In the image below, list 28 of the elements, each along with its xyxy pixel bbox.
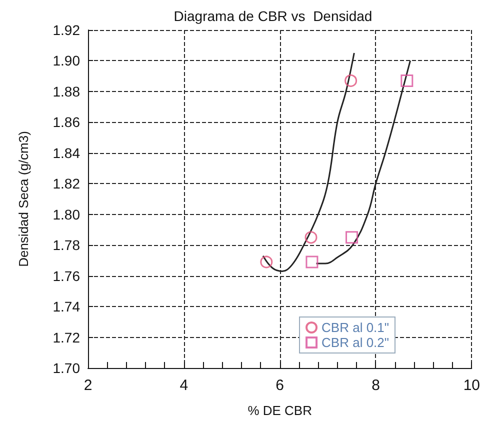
y-tick-label: 1.92 <box>52 22 80 38</box>
point <box>346 231 358 244</box>
x-axis-title: % DE CBR <box>248 403 312 418</box>
point <box>304 231 318 244</box>
y-tick-label: 1.70 <box>52 360 80 376</box>
y-axis-title: Densidad Seca (g/cm3) <box>16 131 31 267</box>
y-tick-label: 1.82 <box>52 176 80 192</box>
y-tick-label: 1.72 <box>52 329 80 346</box>
legend-label: CBR al 0.2" <box>322 335 390 350</box>
y-tick-label: 1.90 <box>52 52 80 69</box>
point <box>400 74 414 87</box>
y-tick-label: 1.84 <box>52 144 80 161</box>
legend-label: CBR al 0.1" <box>322 320 390 335</box>
y-tick-label: 1.74 <box>52 298 80 315</box>
point <box>344 74 358 87</box>
y-tick-label: 1.80 <box>52 206 80 222</box>
x-tick-label: 8 <box>372 377 380 394</box>
x-tick-label: 10 <box>463 377 480 394</box>
x-tick-label: 4 <box>180 377 188 394</box>
point <box>260 256 273 268</box>
x-tick-label: 6 <box>276 377 284 394</box>
y-tick-label: 1.78 <box>52 237 80 254</box>
x-tick-label: 2 <box>84 377 92 394</box>
y-tick-label: 1.76 <box>52 268 80 284</box>
chart-title: Diagrama de CBR vs Densidad <box>174 8 372 24</box>
y-tick-label: 1.86 <box>52 114 80 130</box>
y-tick-label: 1.88 <box>52 83 80 100</box>
point <box>306 256 318 268</box>
